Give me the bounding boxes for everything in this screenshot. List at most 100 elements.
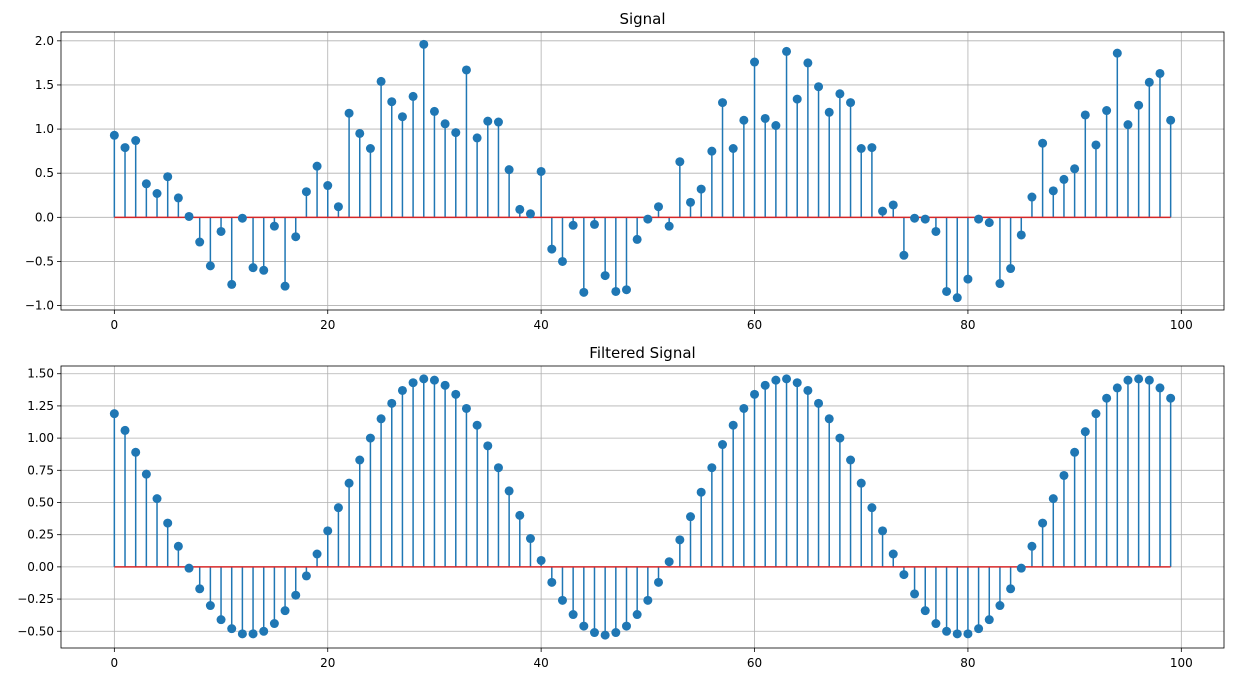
- stem-marker: [1144, 375, 1154, 385]
- stem-marker: [963, 629, 973, 639]
- stem-marker: [323, 181, 333, 191]
- stem-marker: [1070, 447, 1080, 457]
- y-tick-label: −0.5: [25, 254, 54, 268]
- stem-marker: [1080, 427, 1090, 437]
- stem-marker: [675, 535, 685, 545]
- stem-marker: [152, 189, 162, 199]
- stem-marker: [1048, 186, 1058, 196]
- stem-marker: [984, 218, 994, 228]
- stem-marker: [1123, 375, 1133, 385]
- stem-marker: [664, 221, 674, 231]
- chart-title: Signal: [619, 10, 665, 28]
- stem-marker: [611, 286, 621, 296]
- y-tick-label: 0.50: [27, 495, 54, 509]
- stem-marker: [216, 226, 226, 236]
- stem-marker: [632, 234, 642, 244]
- stem-marker: [312, 161, 322, 171]
- stem-marker: [1155, 68, 1165, 78]
- stem-marker: [408, 378, 418, 388]
- stem-marker: [1070, 164, 1080, 174]
- stem-marker: [493, 117, 503, 127]
- stem-marker: [515, 204, 525, 214]
- stem-marker: [184, 211, 194, 221]
- stem-marker: [419, 39, 429, 49]
- stem-marker: [920, 214, 930, 224]
- stem-marker: [1006, 584, 1016, 594]
- stem-marker: [504, 486, 514, 496]
- y-tick-label: 0.5: [35, 166, 54, 180]
- stem-marker: [974, 214, 984, 224]
- stem-marker: [429, 106, 439, 116]
- x-tick-label: 60: [747, 318, 762, 332]
- stem-marker: [408, 91, 418, 101]
- stem-marker: [109, 409, 119, 419]
- stem-marker: [1155, 383, 1165, 393]
- stem-marker: [654, 577, 664, 587]
- stem-marker: [429, 375, 439, 385]
- y-tick-label: 1.5: [35, 78, 54, 92]
- stem-marker: [259, 626, 269, 636]
- stem-marker: [355, 455, 365, 465]
- stem-marker: [483, 441, 493, 451]
- stem-marker: [536, 166, 546, 176]
- stem-marker: [280, 281, 290, 291]
- stem-marker: [686, 197, 696, 207]
- stem-marker: [536, 555, 546, 565]
- stem-marker: [280, 606, 290, 616]
- stem-marker: [195, 237, 205, 247]
- y-tick-label: 0.25: [27, 528, 54, 542]
- stem-marker: [184, 563, 194, 573]
- stem-marker: [878, 206, 888, 216]
- stem-marker: [237, 213, 247, 223]
- stem-marker: [878, 526, 888, 536]
- stem-marker: [269, 619, 279, 629]
- signal-subplot: 0 20 40 60 80 100 −1.0 −0.5 0.0 0.5 1.0 1.5 2.0 Signa…: [25, 10, 1225, 332]
- stem-marker: [205, 601, 215, 611]
- stem-marker: [237, 629, 247, 639]
- stem-marker: [910, 213, 920, 223]
- stem-marker: [205, 261, 215, 271]
- stem-marker: [397, 385, 407, 395]
- stem-marker: [461, 403, 471, 413]
- stem-marker: [557, 595, 567, 605]
- stem-marker: [547, 244, 557, 254]
- stem-marker: [856, 478, 866, 488]
- stem-marker: [387, 398, 397, 408]
- stem-marker: [355, 128, 365, 138]
- stem-marker: [131, 136, 141, 146]
- stem-marker: [1059, 174, 1069, 184]
- stem-marker: [131, 447, 141, 457]
- stem-marker: [1102, 393, 1112, 403]
- stem-marker: [109, 130, 119, 140]
- stem-marker: [814, 398, 824, 408]
- stem-marker: [1134, 374, 1144, 384]
- x-tick-label: 0: [111, 656, 119, 670]
- stem-marker: [333, 503, 343, 513]
- stem-marker: [301, 187, 311, 197]
- stem-marker: [163, 172, 173, 182]
- stem-marker: [931, 226, 941, 236]
- stem-marker: [589, 219, 599, 229]
- stem-marker: [1102, 106, 1112, 116]
- stem-marker: [1091, 409, 1101, 419]
- stem-marker: [291, 590, 301, 600]
- stem-marker: [504, 165, 514, 175]
- stem-marker: [525, 534, 535, 544]
- stem-marker: [472, 420, 482, 430]
- stem-marker: [600, 630, 610, 640]
- stem-marker: [461, 65, 471, 75]
- stem-marker: [995, 601, 1005, 611]
- y-tick-label: 0.0: [35, 210, 54, 224]
- stem-marker: [557, 256, 567, 266]
- x-tick-label: 20: [320, 656, 335, 670]
- stem-marker: [910, 589, 920, 599]
- stem-marker: [984, 615, 994, 625]
- y-tick-label: 2.0: [35, 34, 54, 48]
- stem-marker: [579, 621, 589, 631]
- y-tick-label: 1.50: [27, 367, 54, 381]
- stem-marker: [227, 624, 237, 634]
- stem-marker: [782, 46, 792, 56]
- stem-marker: [141, 469, 151, 479]
- stem-marker: [920, 606, 930, 616]
- stem-marker: [803, 58, 813, 68]
